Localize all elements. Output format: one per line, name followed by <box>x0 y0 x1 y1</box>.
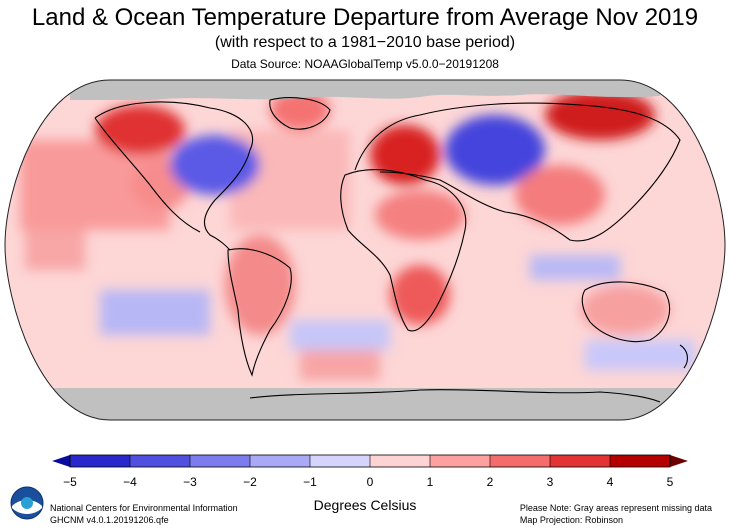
colorbar-tick-label: −5 <box>63 475 77 489</box>
colorbar-tick-label: −1 <box>303 475 317 489</box>
colorbar-cell <box>370 455 431 467</box>
colorbar-tick-label: 5 <box>666 475 674 489</box>
colorbar-cell <box>610 455 671 467</box>
eastern-siberia-anomaly <box>545 90 655 140</box>
map-field <box>5 80 725 420</box>
western-russia-anomaly <box>445 115 545 185</box>
colorbar-tick-label: 4 <box>606 475 614 489</box>
colorbar-tick-label: 0 <box>366 475 374 489</box>
antarctica-coast <box>249 389 661 403</box>
missing-data-note: Please Note: Gray areas represent missin… <box>519 503 712 513</box>
north-america-west-coast <box>94 117 201 233</box>
australia-coast <box>581 281 670 343</box>
north-africa-anomaly <box>375 190 465 240</box>
north-america-coast <box>94 101 253 251</box>
colorbar-cell <box>550 455 611 467</box>
colorbar-title: Degrees Celsius <box>313 497 417 513</box>
colorbar-cell <box>430 455 491 467</box>
colorbar-tick-label: 1 <box>426 475 434 489</box>
colorbar-tick-label: 3 <box>546 475 554 489</box>
southern-africa-anomaly <box>390 265 450 325</box>
alaska-anomaly <box>95 105 185 155</box>
projection-note: Map Projection: Robinson <box>519 515 623 525</box>
noaa-logo <box>10 486 44 520</box>
map-subtitle: (with respect to a 1981−2010 base period… <box>214 34 516 51</box>
colorbar-tick-label: 2 <box>486 475 494 489</box>
indian-ocean-cool-anomaly <box>530 255 620 280</box>
colorbar-cell <box>70 455 131 467</box>
south-america-coast <box>227 248 292 377</box>
colorbar-cell <box>130 455 191 467</box>
colorbar-high-arrow <box>670 455 688 467</box>
greenland-anomaly <box>270 90 330 130</box>
antarctic-missing-data <box>5 388 725 420</box>
coastlines <box>94 97 689 403</box>
colorbar-tick-label: −4 <box>123 475 137 489</box>
map-title: Land & Ocean Temperature Departure from … <box>31 4 699 31</box>
china-anomaly <box>515 165 605 225</box>
footer-left: National Centers for Environmental Infor… <box>50 502 238 526</box>
south-atlantic-warm-anomaly <box>300 350 380 380</box>
data-source: Data Source: NOAAGlobalTemp v5.0.0−20191… <box>231 57 499 71</box>
australia-anomaly <box>580 285 670 335</box>
colorbar <box>52 454 688 468</box>
new-zealand-coast <box>679 344 689 369</box>
arctic-missing-data <box>70 80 660 100</box>
colorbar-cell <box>490 455 551 467</box>
dataset-version: GHCNM v4.0.1.20191206.qfe <box>50 515 169 525</box>
eurasia-coast <box>354 102 681 242</box>
footer-right: Please Note: Gray areas represent missin… <box>520 502 712 526</box>
colorbar-tick-label: −3 <box>183 475 197 489</box>
colorbar-tick-label: −2 <box>243 475 257 489</box>
eastern-north-america-anomaly <box>170 135 260 195</box>
south-pacific-cool-anomaly <box>100 290 210 335</box>
tropical-pacific-warm-anomaly <box>25 230 85 270</box>
colorbar-cell <box>250 455 311 467</box>
south-america-anomaly <box>225 235 295 335</box>
colorbar-frame <box>69 454 671 468</box>
colorbar-cell <box>310 455 371 467</box>
colorbar-cell <box>190 455 251 467</box>
africa-coast <box>340 169 467 332</box>
ncei-label: National Centers for Environmental Infor… <box>50 503 238 513</box>
greenland-coast <box>269 97 331 130</box>
colorbar-low-arrow <box>52 455 70 467</box>
south-atlantic-cool-anomaly <box>290 320 390 350</box>
tasman-cool-anomaly <box>585 340 695 370</box>
central-europe-anomaly <box>370 125 440 185</box>
